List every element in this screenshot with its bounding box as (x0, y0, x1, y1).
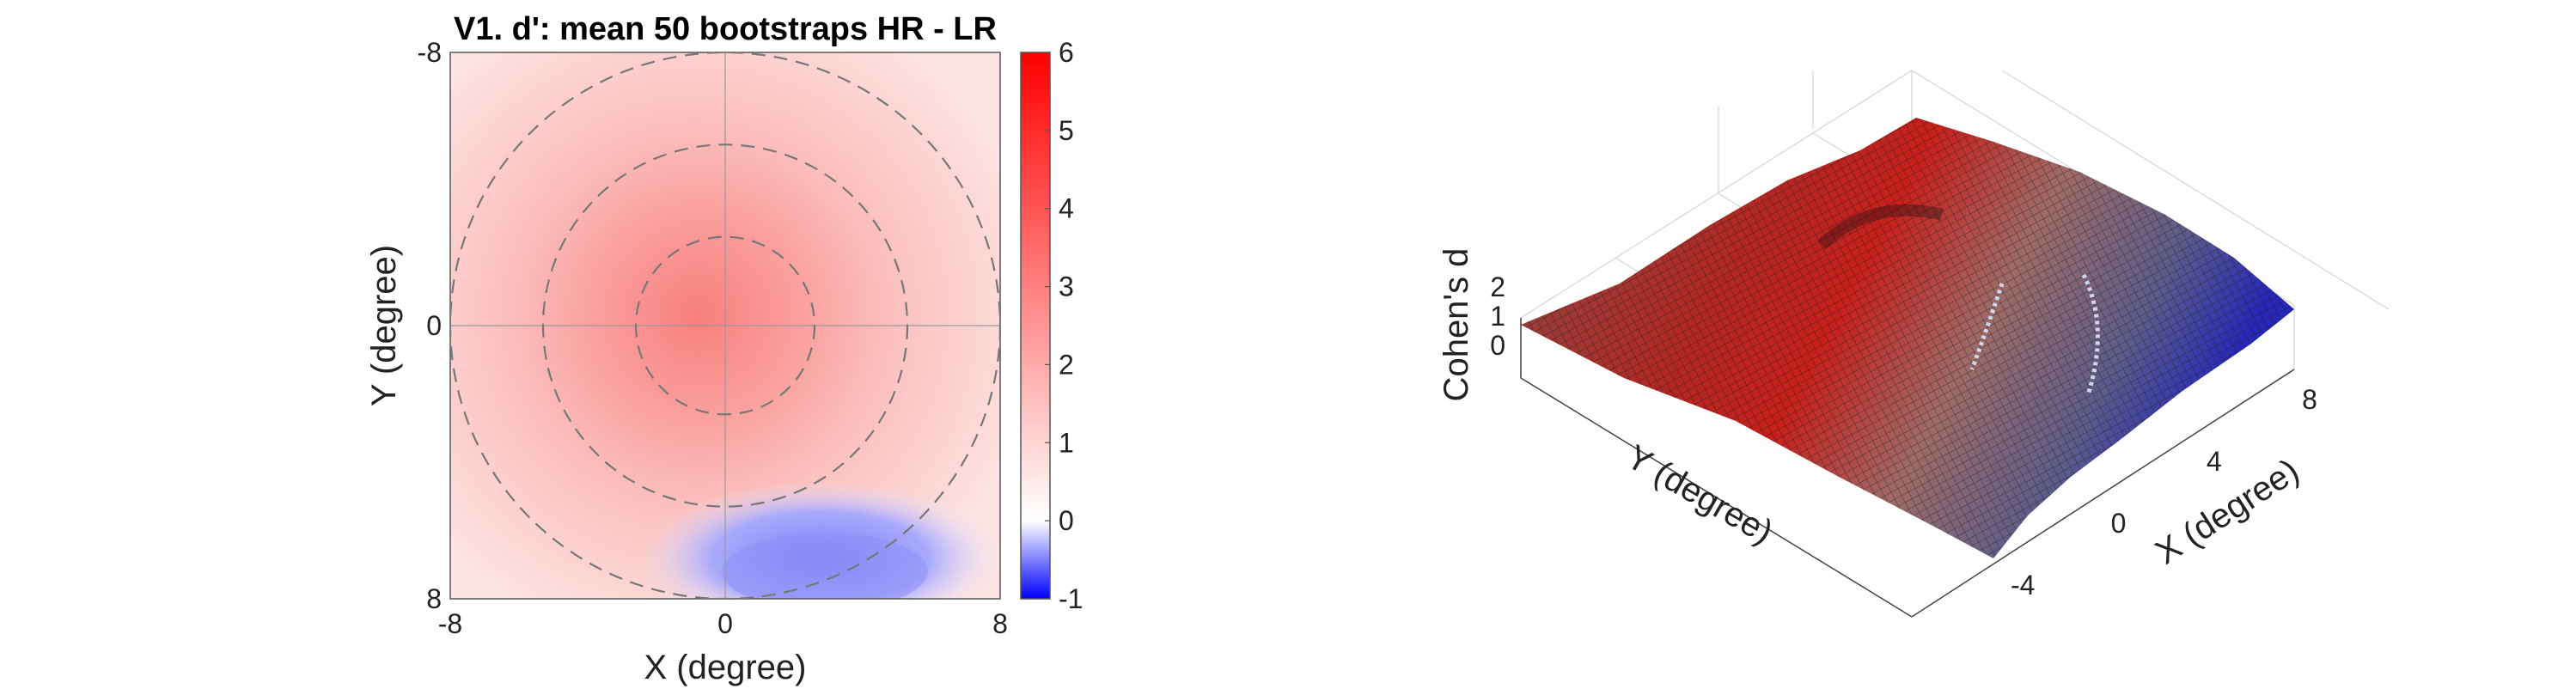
dashed-circle-1 (634, 235, 816, 416)
colorbar-tick-label: 6 (1059, 37, 1074, 68)
colorbar-tick-label: 2 (1059, 349, 1074, 380)
colorbar-tick-label: 1 (1059, 427, 1074, 458)
colorbar-tick-label: -1 (1059, 583, 1083, 614)
dashed-circles (450, 52, 1000, 599)
surface-x-label: X (degree) (2149, 452, 2305, 572)
surface-y-label: Y (degree) (1621, 438, 1779, 552)
heatmap-y-tick: -8 (418, 37, 442, 68)
surface-ridge-highlight (1817, 204, 1944, 250)
heatmap-x-tick: 8 (992, 608, 1008, 639)
heatmap-title: V1. d': mean 50 bootstraps HR - LR (454, 11, 997, 47)
colorbar-tick-label: 3 (1059, 271, 1074, 302)
heatmap-overlay (450, 52, 1000, 599)
surface-axes (1520, 318, 2295, 618)
heatmap-y-label: Y (degree) (365, 245, 403, 406)
heatmap-ticks: -8 0 8-808 (418, 37, 1008, 639)
surface-z-tick: 1 (1490, 301, 1505, 332)
colorbar-tick-label: 0 (1059, 505, 1074, 536)
surface-ring-2 (2081, 273, 2100, 396)
colorbar (1020, 52, 1051, 600)
surface-z-tick: 0 (1490, 330, 1505, 361)
surface-x-tick: 8 (2302, 384, 2317, 415)
colorbar-tick-label: 4 (1059, 193, 1074, 224)
heatmap-x-label: X (degree) (644, 649, 807, 686)
surface-x-tick: 4 (2207, 446, 2222, 477)
surface-mesh (1521, 118, 2294, 558)
surface-x-tick: 0 (2111, 508, 2127, 539)
heatmap-y-tick: 0 (426, 310, 442, 341)
heatmap-x-tick: -8 (438, 608, 462, 639)
colorbar-ticks: -1 0 1 2 3 4 5 6 (1045, 37, 1083, 614)
heatmap-x-tick: 0 (717, 608, 733, 639)
dashed-circle-2 (541, 143, 909, 508)
heatmap-panel: V1. d': mean 50 bootstraps HR - LR -8 0 8-… (365, 11, 1083, 686)
surface-ring-1 (1969, 283, 2005, 370)
surface-z-label: Cohen's d (1438, 248, 1475, 402)
heatmap-low-region-core (722, 533, 928, 599)
surface-x-tick: -4 (2011, 570, 2035, 601)
surface-z-tick: 2 (1490, 271, 1505, 302)
colorbar-tick-label: 5 (1059, 115, 1074, 146)
heatmap-y-tick: 8 (426, 583, 442, 614)
